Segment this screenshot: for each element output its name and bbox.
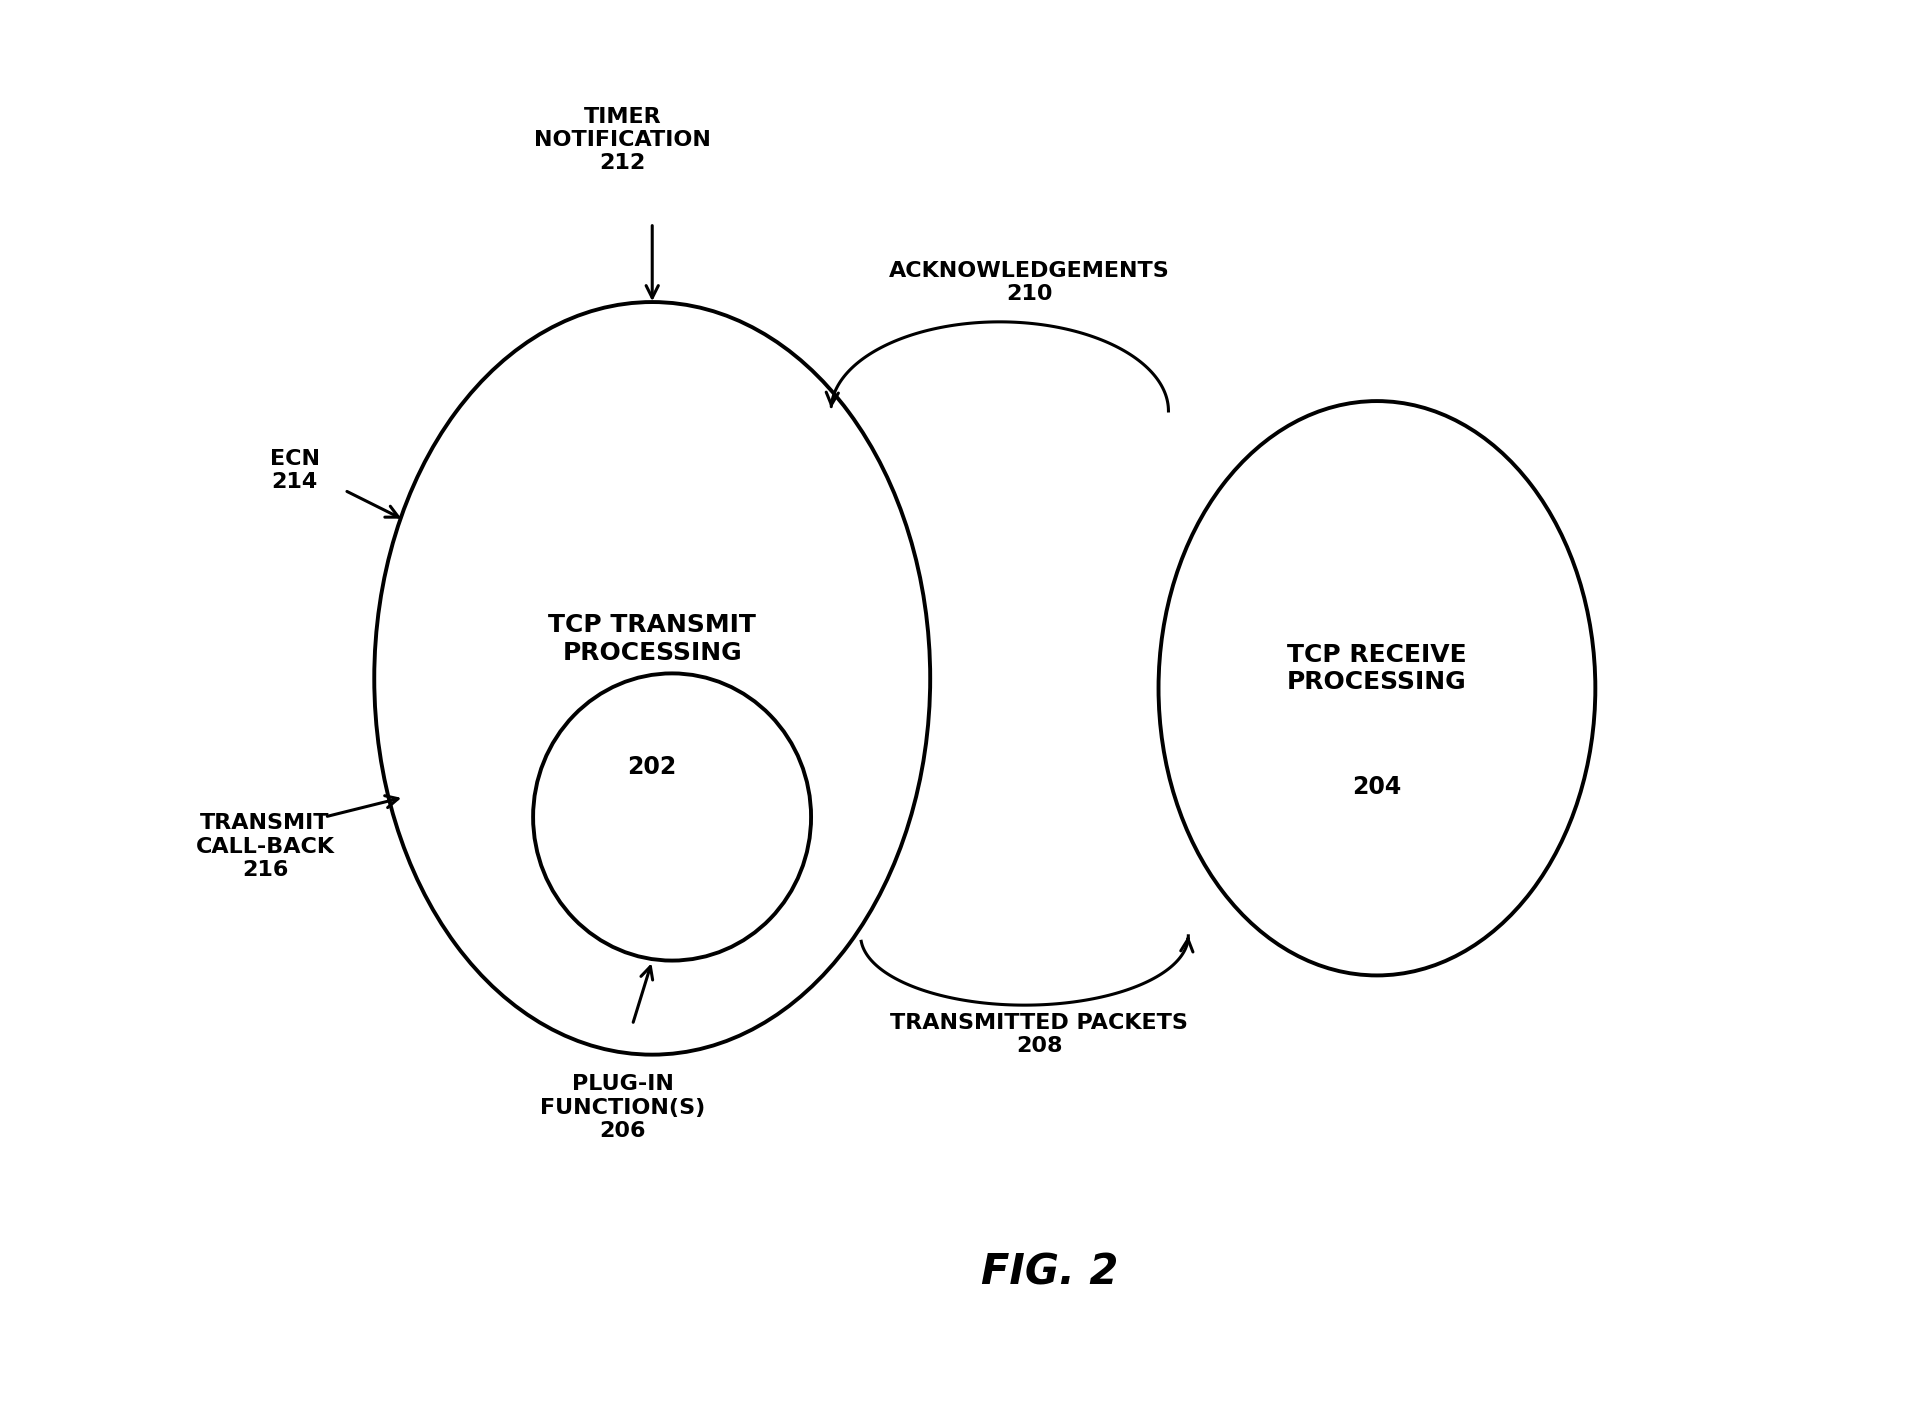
Text: TIMER
NOTIFICATION
212: TIMER NOTIFICATION 212 bbox=[534, 107, 710, 173]
Text: TCP TRANSMIT
PROCESSING: TCP TRANSMIT PROCESSING bbox=[547, 613, 756, 664]
Text: ECN
214: ECN 214 bbox=[270, 448, 320, 493]
Ellipse shape bbox=[373, 303, 930, 1055]
Text: FIG. 2: FIG. 2 bbox=[980, 1251, 1118, 1294]
Text: TCP RECEIVE
PROCESSING: TCP RECEIVE PROCESSING bbox=[1286, 643, 1466, 694]
Text: TRANSMIT
CALL-BACK
216: TRANSMIT CALL-BACK 216 bbox=[195, 814, 335, 880]
Text: ACKNOWLEDGEMENTS
210: ACKNOWLEDGEMENTS 210 bbox=[888, 261, 1169, 304]
Ellipse shape bbox=[1158, 401, 1594, 975]
Ellipse shape bbox=[532, 674, 812, 961]
Text: TRANSMITTED PACKETS
208: TRANSMITTED PACKETS 208 bbox=[890, 1014, 1189, 1057]
Text: 202: 202 bbox=[628, 755, 676, 780]
Text: PLUG-IN
FUNCTION(S)
206: PLUG-IN FUNCTION(S) 206 bbox=[540, 1074, 704, 1141]
Text: 204: 204 bbox=[1351, 775, 1401, 800]
